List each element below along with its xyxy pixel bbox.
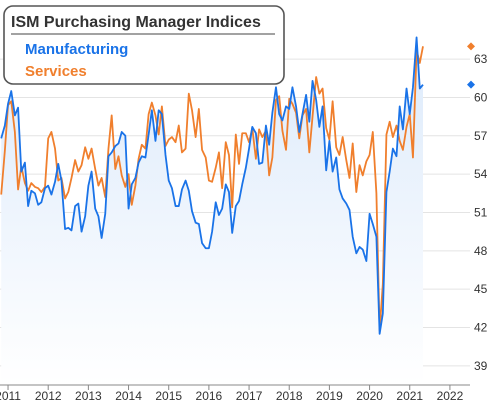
x-tick-label-2011: 2011 xyxy=(0,389,21,403)
line-layer xyxy=(0,36,424,335)
legend: ISM Purchasing Manager Indices Manufactu… xyxy=(3,5,285,85)
x-tick-label-2013: 2013 xyxy=(75,389,102,403)
x-axis-ticks: 2011 2012 2013 2014 2015 2016 2017 2018 2019 2020… xyxy=(0,385,464,403)
y-tick-label-54: 54 xyxy=(474,167,488,181)
y-tick-label-48: 48 xyxy=(474,244,488,258)
area-layer xyxy=(1,37,423,385)
y-tick-label-42: 42 xyxy=(474,320,488,334)
x-tick-label-2021: 2021 xyxy=(396,389,423,403)
series-line-services xyxy=(0,46,424,331)
last-value-marker-services xyxy=(467,42,475,51)
x-tick-label-2012: 2012 xyxy=(35,389,62,403)
legend-entry-manufacturing: Manufacturing xyxy=(25,41,128,58)
last-value-markers xyxy=(467,42,475,89)
y-tick-label-39: 39 xyxy=(474,359,488,373)
y-tick-label-63: 63 xyxy=(474,52,488,66)
x-tick-label-2017: 2017 xyxy=(236,389,263,403)
chart-title: ISM Purchasing Manager Indices xyxy=(11,14,261,31)
x-tick-label-2022: 2022 xyxy=(437,389,464,403)
x-tick-label-2020: 2020 xyxy=(356,389,383,403)
series-line-manufacturing xyxy=(0,36,424,335)
y-tick-label-60: 60 xyxy=(474,90,488,104)
x-tick-label-2016: 2016 xyxy=(196,389,223,403)
y-tick-label-45: 45 xyxy=(474,282,488,296)
last-value-marker-manufacturing xyxy=(467,80,475,89)
legend-box xyxy=(3,5,285,85)
x-tick-label-2019: 2019 xyxy=(316,389,343,403)
y-tick-label-51: 51 xyxy=(474,205,488,219)
legend-entry-services: Services xyxy=(25,63,87,80)
x-tick-label-2015: 2015 xyxy=(155,389,182,403)
x-tick-label-2018: 2018 xyxy=(276,389,303,403)
manufacturing-area xyxy=(1,37,423,385)
y-tick-label-57: 57 xyxy=(474,129,488,143)
y-axis-ticks: 39 42 45 48 51 54 57 60 63 xyxy=(474,52,488,373)
x-tick-label-2014: 2014 xyxy=(115,389,142,403)
